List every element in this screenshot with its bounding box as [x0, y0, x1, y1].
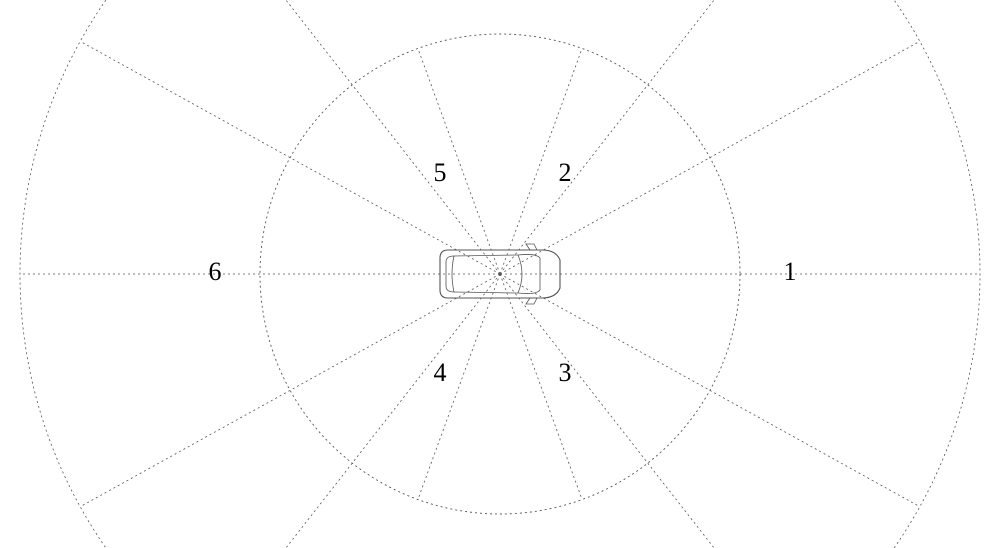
zone-label-3: 3 — [559, 358, 572, 387]
zone-label-5: 5 — [434, 158, 447, 187]
ray-4 — [418, 274, 500, 500]
car-roof-line-top — [454, 255, 518, 256]
zone-label-4: 4 — [434, 358, 447, 387]
zone-label-6: 6 — [209, 257, 222, 286]
zone-label-1: 1 — [784, 257, 797, 286]
car-mirror-left — [526, 244, 537, 250]
rear-outer-arc — [20, 0, 204, 548]
ray-front-fan-top — [500, 0, 796, 274]
front-outer-arc — [796, 0, 980, 548]
ray-rear-lower — [80, 274, 500, 507]
ray-rear-fan-bot — [204, 274, 500, 548]
ray-5 — [418, 48, 500, 274]
car-mirror-right — [526, 298, 537, 304]
ray-rear-fan-top — [204, 0, 500, 274]
car-roof-line-bot — [454, 292, 518, 293]
ray-front-fan-bot — [500, 274, 796, 548]
zone-label-2: 2 — [559, 158, 572, 187]
